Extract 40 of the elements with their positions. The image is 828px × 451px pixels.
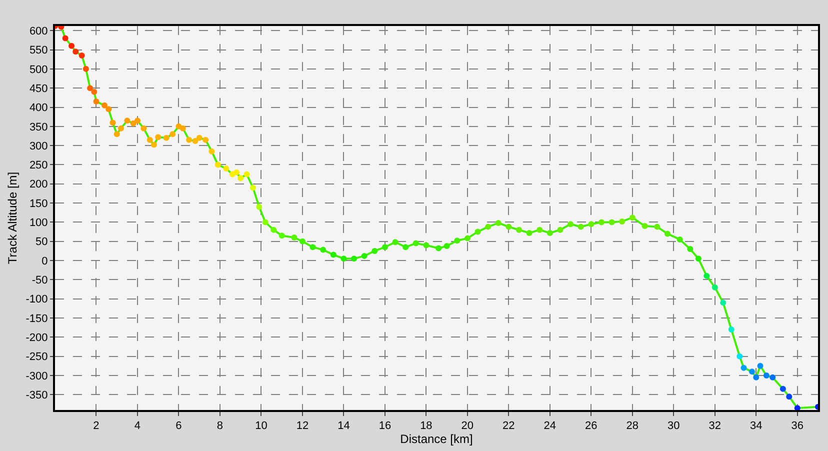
y-tick-label: 450	[29, 82, 48, 95]
y-tick-label: -250	[26, 351, 48, 364]
x-tick-label: 26	[585, 420, 598, 432]
x-tick-label: 4	[134, 420, 141, 432]
y-tick-label: -200	[26, 332, 48, 344]
y-tick-label: 150	[29, 198, 48, 210]
y-tick-label: 200	[29, 178, 48, 191]
x-tick-label: 28	[626, 420, 639, 432]
y-tick-label: -50	[32, 274, 48, 287]
y-tick-label: -350	[26, 390, 48, 402]
y-tick-label: 0	[42, 255, 48, 268]
x-tick-label: 20	[461, 420, 474, 432]
x-tick-label: 8	[216, 420, 224, 432]
x-tick-label: 36	[791, 420, 804, 432]
y-tick-label: 300	[29, 140, 48, 152]
y-tick-label: 400	[29, 102, 48, 114]
y-tick-label: 100	[29, 217, 48, 230]
x-tick-label: 34	[750, 420, 762, 432]
x-tick-label: 16	[378, 420, 392, 432]
y-tick-label: 600	[29, 25, 48, 38]
y-tick-label: -100	[26, 294, 48, 306]
x-tick-label: 12	[296, 420, 309, 432]
y-tick-label: 50	[36, 236, 48, 248]
y-tick-label: -150	[26, 312, 48, 325]
y-tick-label: 250	[29, 160, 48, 172]
y-tick-label: 500	[29, 64, 48, 76]
x-tick-label: 22	[502, 420, 515, 432]
x-tick-label: 10	[255, 420, 268, 432]
x-axis-title: Distance [km]	[400, 432, 473, 446]
x-tick-label: 30	[668, 420, 680, 432]
x-tick-label: 14	[338, 420, 350, 432]
x-tick-label: 18	[420, 420, 432, 432]
x-tick-label: 2	[93, 420, 100, 432]
x-tick-label: 24	[544, 420, 556, 432]
x-tick-label: 32	[708, 420, 722, 432]
y-tick-label: 350	[29, 121, 48, 134]
y-tick-label: -300	[26, 370, 48, 382]
y-tick-label: 550	[29, 44, 48, 57]
x-tick-label: 6	[176, 420, 182, 432]
y-axis-title: Track Altitude [m]	[6, 172, 20, 264]
